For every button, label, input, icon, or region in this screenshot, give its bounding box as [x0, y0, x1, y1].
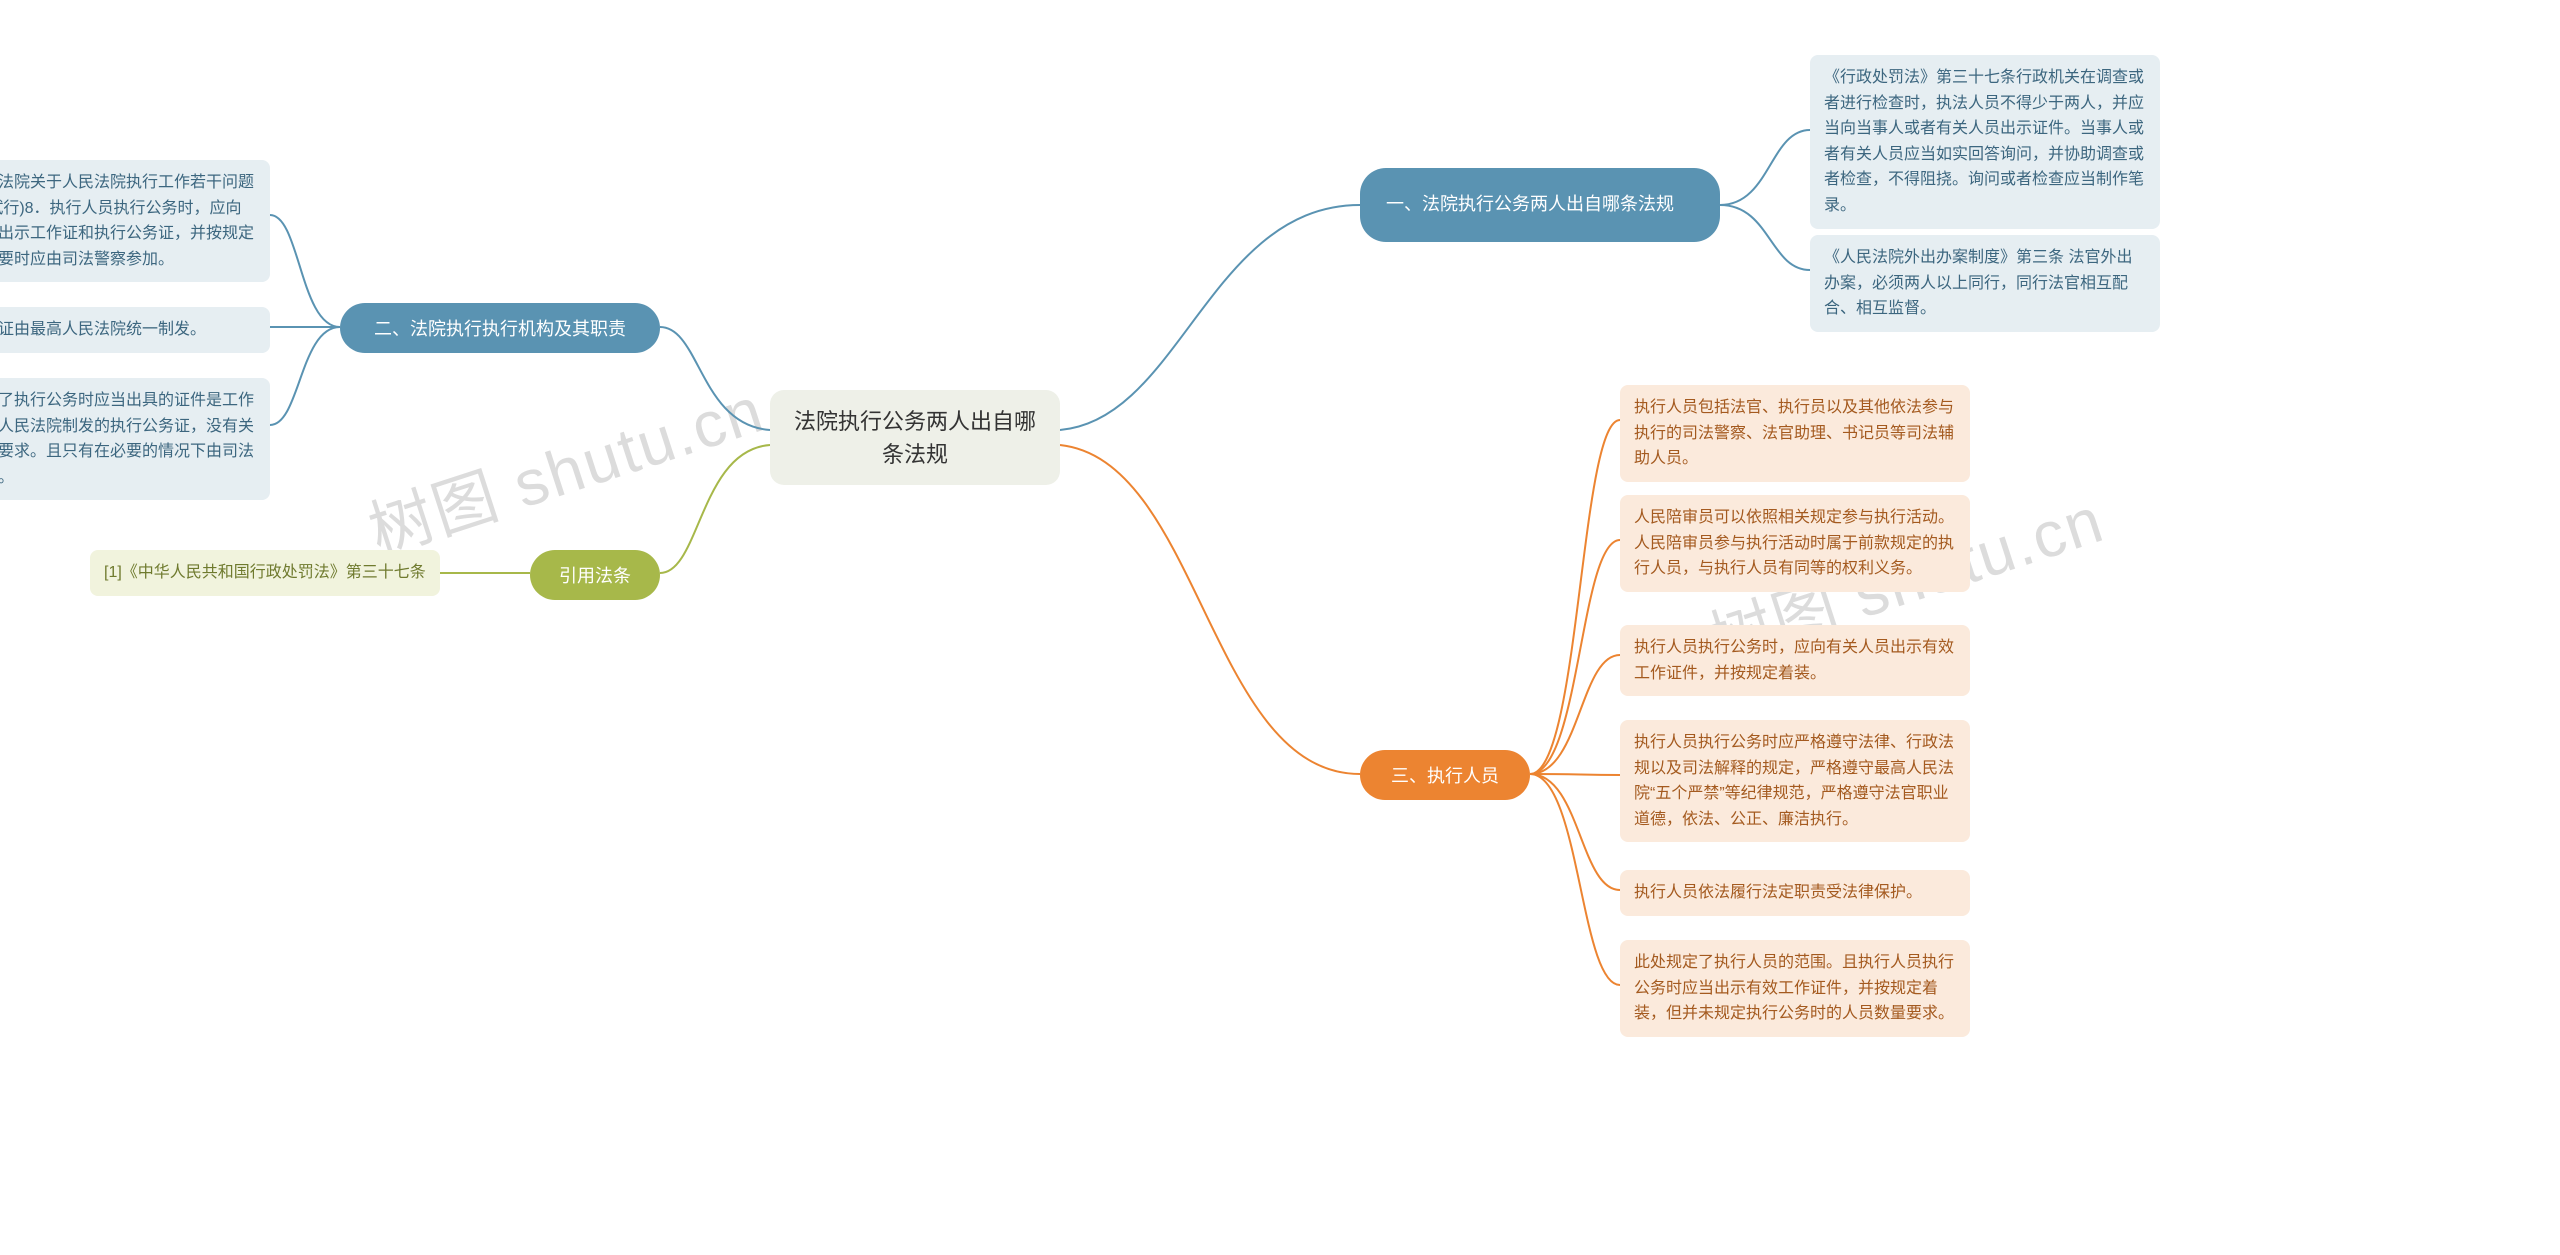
center-node[interactable]: 法院执行公务两人出自哪 条法规 — [770, 390, 1060, 485]
branch-b2[interactable]: 二、法院执行执行机构及其职责 — [340, 303, 660, 353]
branch-b3-label: 三、执行人员 — [1391, 762, 1499, 788]
b3-leaf-4: 执行人员依法履行法定职责受法律保护。 — [1620, 870, 1970, 916]
b1-leaf-0: 《行政处罚法》第三十七条行政机关在调查或者进行检查时，执法人员不得少于两人，并应… — [1810, 55, 2160, 229]
branch-b3[interactable]: 三、执行人员 — [1360, 750, 1530, 800]
branch-b1-label: 一、法院执行公务两人出自哪条法规 — [1386, 192, 1674, 217]
b2-leaf-2: 此条规定了执行公务时应当出具的证件是工作证和最高人民法院制发的执行公务证，没有关… — [0, 378, 270, 500]
b2-leaf-0: 最高人民法院关于人民法院执行工作若干问题的规定(试行)8．执行人员执行公务时，应… — [0, 160, 270, 282]
watermark-1: 树图 shutu.cn — [356, 359, 774, 573]
b3-leaf-0: 执行人员包括法官、执行员以及其他依法参与执行的司法警察、法官助理、书记员等司法辅… — [1620, 385, 1970, 482]
branch-b2-label: 二、法院执行执行机构及其职责 — [374, 315, 626, 341]
branch-b4[interactable]: 引用法条 — [530, 550, 660, 600]
b3-leaf-5: 此处规定了执行人员的范围。且执行人员执行公务时应当出示有效工作证件，并按规定着装… — [1620, 940, 1970, 1037]
b2-leaf-1: 执行公务证由最高人民法院统一制发。 — [0, 307, 270, 353]
branch-b1[interactable]: 一、法院执行公务两人出自哪条法规 — [1360, 168, 1720, 242]
mindmap-edges — [0, 0, 2560, 1255]
b4-leaf-0: [1]《中华人民共和国行政处罚法》第三十七条 — [90, 550, 440, 596]
b3-leaf-1: 人民陪审员可以依照相关规定参与执行活动。人民陪审员参与执行活动时属于前款规定的执… — [1620, 495, 1970, 592]
b3-leaf-2: 执行人员执行公务时，应向有关人员出示有效工作证件，并按规定着装。 — [1620, 625, 1970, 696]
b1-leaf-1: 《人民法院外出办案制度》第三条 法官外出办案，必须两人以上同行，同行法官相互配合… — [1810, 235, 2160, 332]
b3-leaf-3: 执行人员执行公务时应严格遵守法律、行政法规以及司法解释的规定，严格遵守最高人民法… — [1620, 720, 1970, 842]
center-label: 法院执行公务两人出自哪 条法规 — [794, 405, 1036, 471]
branch-b4-label: 引用法条 — [559, 562, 631, 588]
